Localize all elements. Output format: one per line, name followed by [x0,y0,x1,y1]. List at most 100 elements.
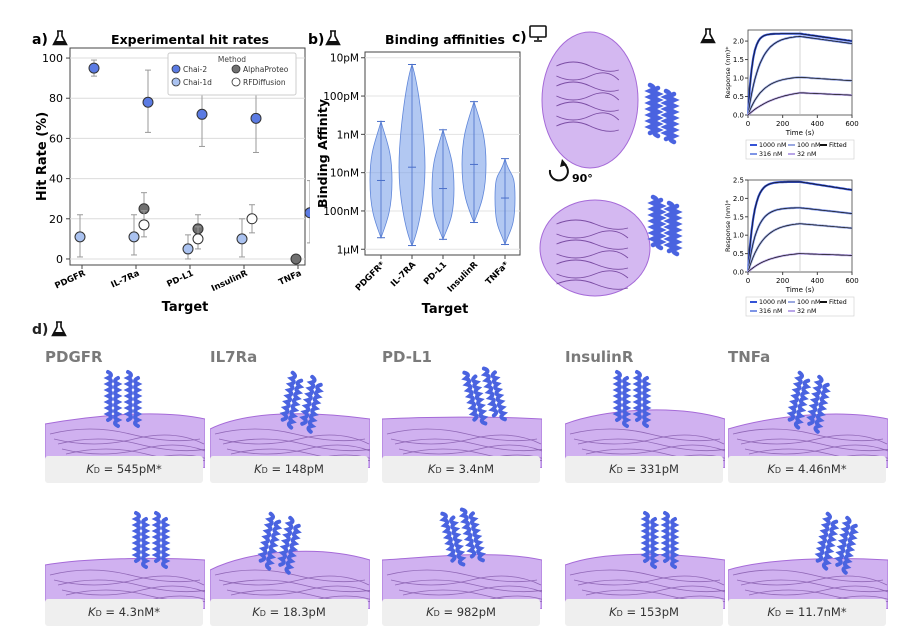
target-strand [49,428,201,442]
target-strand [390,575,542,586]
y-tick-label: 0.0 [733,269,744,277]
kd-subscript: D [93,466,100,475]
target-strand [394,579,542,593]
y-tick-label: 2.0 [733,195,744,203]
target-strand [53,575,205,586]
binder-helix [670,517,680,569]
target-strand [398,444,542,455]
structure-image [565,505,725,609]
target-strand [740,438,888,452]
binder-helix [652,85,664,139]
kd-value-box: KD = 982pM [382,599,540,626]
target-strand [218,575,370,586]
flask-icon [325,30,341,46]
target-name: TNFa [728,348,771,366]
data-point [236,233,248,245]
binder-helix [834,515,852,567]
y-tick-label: 1.5 [733,213,744,221]
legend-entry: Chai-1d [183,78,212,87]
binder-helix [622,376,632,428]
target-strand [556,61,619,72]
target-strand [556,112,620,121]
binder-helix [141,517,151,569]
protein-rendering [45,370,205,468]
data-point [196,108,208,120]
panel-d: d) PDGFR KD = 545pM* KD = 4.3nM* IL7Ra KD = … [0,318,900,634]
target-strand [744,585,888,596]
structure-image [728,505,888,609]
legend-marker [231,64,241,74]
target-name: InsulinR [565,348,634,366]
binder-helix [264,519,283,571]
target-strand [744,444,888,455]
target-strand [556,259,629,270]
target-strand [398,585,542,596]
panel-d-label-text: d) [32,322,49,338]
target-strand [214,569,366,583]
y-tick-label: 1.5 [733,56,744,64]
panel-d-label: d) [32,322,48,338]
target-strand [214,428,366,442]
kd-symbol: K [609,605,617,619]
binder-helix [806,374,824,426]
kd-subscript: D [774,609,782,618]
y-tick-label: 100nM [323,206,359,218]
fitted-curve [747,33,853,116]
monitor-icon [529,25,547,42]
panel-a-label: a) [32,32,48,48]
fitted-curve [747,253,852,273]
target-name: PDGFR [45,348,103,366]
target-strand [556,279,629,290]
legend-entry: RFDiffusion [243,78,286,87]
binder-helix [123,370,133,422]
kd-value: = 18.3pM [265,605,326,619]
y-axis-label: Binding Affinity [315,99,330,208]
protein-rendering [382,507,542,609]
kd-subscript: D [616,609,623,618]
protein-rendering [565,370,725,468]
structure-image [210,364,370,468]
binder-helix [468,511,487,563]
panel-c: c) 90° 0.0 0.5 1.0 1.5 2.0 0 200 400 600 Time (s) Re… [510,0,900,320]
target-strand [581,585,725,596]
binder-helix [131,511,141,563]
y-tick-label: 40 [49,173,63,186]
y-tick-label: 10nM [330,168,359,180]
binder-helix [306,382,324,434]
y-tick-label: 20 [49,213,63,226]
x-tick-label: PD-L1 [165,269,195,290]
target-surface [541,31,639,169]
kd-symbol: K [609,462,617,476]
legend-entry: AlphaProteo [243,65,289,74]
target-strand [556,81,619,92]
target-surface [565,409,725,468]
target-strand [61,585,205,596]
data-point [250,112,262,124]
chart-title: Binding affinities [385,32,505,47]
rotation-label: 90° [572,172,593,185]
kd-value-box: KD = 148pM [210,456,368,483]
x-tick-label: 0 [746,120,750,128]
kd-subscript: D [433,609,440,618]
binder-helix [461,370,479,422]
x-tick-label: InsulinR [446,260,481,295]
structure-image [382,505,542,609]
binder-helix [449,515,467,567]
plot-frame [69,47,306,266]
kd-subscript: D [774,466,782,475]
x-tick-label: 200 [776,277,789,285]
target-strand [736,434,888,445]
legend-entry: 1000 nM [759,299,786,306]
kd-symbol: K [88,605,96,619]
kd-symbol: K [427,462,436,476]
y-tick-label: 0.5 [733,93,744,101]
y-axis-label: Response (nm)* [724,46,732,99]
target-strand [390,434,542,445]
binder-helix [471,374,489,426]
structure-image [210,505,370,609]
binder-helix [161,517,171,569]
kd-symbol: K [426,605,434,619]
x-tick-label: 400 [811,120,824,128]
y-tick-label: 10pM [330,53,359,65]
structure-image [45,505,205,609]
